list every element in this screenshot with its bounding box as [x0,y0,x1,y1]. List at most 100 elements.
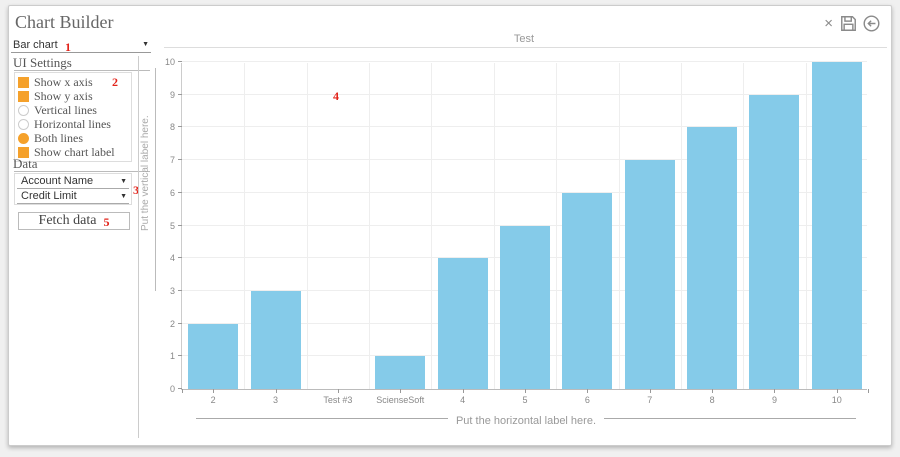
checkbox-icon[interactable] [18,146,29,158]
x-axis-tick-label: 5 [522,395,528,405]
account-name-select[interactable]: Account Name ▼ [17,174,129,189]
x-axis-tick [400,389,402,393]
gridline-horizontal [182,159,867,161]
y-axis-label-rule [155,68,156,291]
gridline-horizontal [182,93,867,95]
ui-setting-horizontal-lines[interactable]: Horizontal lines [18,117,131,131]
ui-settings-options: Show x axis Show y axis Vertical lines Hori… [14,72,132,162]
gridline-vertical [680,63,682,389]
radio-icon[interactable] [18,132,29,144]
gridline-vertical [743,63,745,389]
radio-icon[interactable] [18,118,29,130]
chart-builder-window: Chart Builder × Bar chart ▼ 1 UI Setting… [8,5,892,446]
annotation-3: 3 [133,183,139,197]
fetch-data-button[interactable]: Fetch data 5 [18,212,130,230]
ui-setting-label: Show y axis [34,88,93,103]
x-axis-tick-label: Test #3 [323,395,353,405]
checkbox-icon[interactable] [18,76,29,88]
x-axis-tick-label: 2 [210,395,216,405]
y-axis-tick [178,224,182,226]
y-axis-label: Put the vertical label here. [140,115,151,231]
chart-type-select[interactable]: Bar chart ▼ [11,37,151,53]
x-axis-tick [712,389,714,393]
y-axis-tick-label: 9 [169,89,175,100]
ui-setting-label: Show x axis [34,74,93,89]
ui-setting-show-y-axis[interactable]: Show y axis [18,89,131,103]
gridline-horizontal [182,224,867,226]
y-axis-tick [178,388,182,389]
y-axis-tick [178,126,182,128]
x-axis-end-tick [182,389,183,393]
chart-top-rule [164,47,887,48]
bar-7 [624,160,675,389]
ui-setting-label: Horizontal lines [34,116,111,131]
x-axis-tick-label: 8 [709,395,715,405]
y-axis-tick [178,61,182,62]
x-axis-tick [337,389,339,393]
y-axis-tick-label: 0 [169,384,175,394]
ui-setting-both-lines[interactable]: Both lines [18,131,131,145]
bar-6 [562,192,613,389]
x-axis-tick-label: 3 [273,395,279,405]
bar-3 [250,290,301,389]
x-axis-tick [587,389,589,393]
x-axis-label: Put the horizontal label here. [447,415,605,427]
plot-area: 0 1 2 3 4 5 6 7 8 9 10 2 3 Test #3 ScienseSoft 4 5 6 7 8 9 10 [165,57,869,405]
gridline-vertical [805,63,807,389]
y-axis-tick [178,191,182,193]
bar-10 [811,62,862,389]
ui-setting-show-chart-label[interactable]: Show chart label [18,145,131,159]
credit-limit-value: Credit Limit [21,190,77,202]
credit-limit-select[interactable]: Credit Limit ▼ [17,189,129,204]
radio-icon[interactable] [18,104,29,116]
chart-title: Test [513,33,535,45]
x-axis-tick [649,389,651,393]
checkbox-icon[interactable] [18,90,29,102]
save-icon[interactable] [839,14,858,33]
y-axis-tick-label: 7 [169,155,175,166]
bar-sciensesoft [375,356,426,389]
gridline-horizontal [182,126,867,128]
annotation-1: 1 [65,40,71,54]
x-axis-tick [836,389,838,393]
x-axis-tick-label: ScienseSoft [376,395,425,405]
data-selects-box: Account Name ▼ Credit Limit ▼ [14,173,132,205]
y-axis-tick-label: 5 [169,220,175,231]
y-axis-tick [178,289,182,291]
y-axis-tick [178,322,182,324]
ui-setting-label: Vertical lines [34,102,97,117]
ui-setting-vertical-lines[interactable]: Vertical lines [18,103,131,117]
gridline-vertical [306,63,308,389]
x-axis-tick [525,389,526,393]
chevron-down-icon: ▼ [120,177,127,185]
ui-setting-show-x-axis[interactable]: Show x axis [18,75,131,89]
chevron-down-icon: ▼ [142,41,149,48]
ui-settings-heading: UI Settings [13,55,72,70]
close-icon[interactable]: × [824,14,833,32]
annotation-4: 4 [333,89,339,103]
y-axis-tick-label: 3 [169,285,175,296]
gridline-vertical [618,63,620,389]
x-axis-label-wrap: Put the horizontal label here. [196,411,856,429]
y-axis-tick-label: 4 [169,253,175,264]
x-axis-tick [213,389,215,393]
chevron-down-icon: ▼ [120,192,127,200]
gridline-vertical [244,63,246,389]
back-icon[interactable] [862,14,881,33]
ui-setting-label: Both lines [34,130,84,145]
gridline-vertical [431,63,433,389]
annotation-2: 2 [112,75,118,89]
y-axis-tick [178,159,182,161]
y-axis-tick-label: 6 [169,187,175,198]
sidebar-divider [138,56,139,438]
x-axis-tick-label: 6 [584,395,590,405]
x-axis-tick [275,389,277,393]
y-axis-tick-label: 1 [169,351,175,362]
data-rule [14,171,150,172]
chart-type-value: Bar chart [13,38,58,51]
bar-9 [749,94,800,389]
ui-setting-label: Show chart label [34,144,115,159]
x-axis-tick-label: 7 [647,395,653,405]
gridline-horizontal [182,61,867,62]
account-name-value: Account Name [21,175,94,187]
